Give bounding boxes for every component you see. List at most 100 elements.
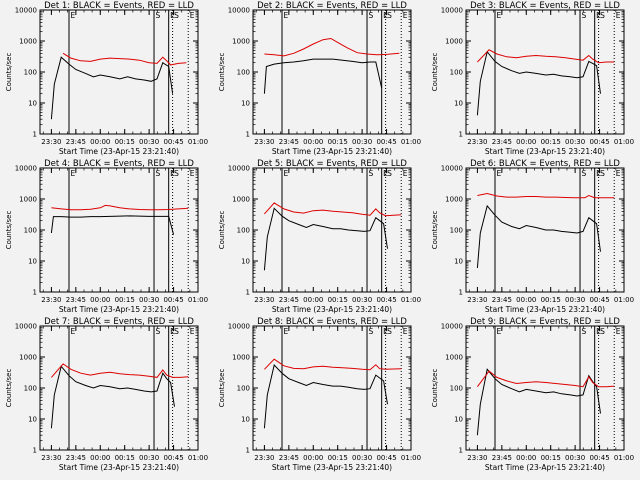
x-tick-label: 23:45 xyxy=(66,138,86,146)
time-marker-label: S xyxy=(387,11,392,20)
time-marker-label: S xyxy=(582,169,587,178)
y-tick-label: 10000 xyxy=(228,7,250,15)
y-tick-label: 1 xyxy=(33,289,37,297)
time-marker-label: E xyxy=(596,11,601,20)
y-tick-label: 1000 xyxy=(19,38,37,46)
chart-title: Det 5: BLACK = Events, RED = LLD xyxy=(257,159,407,169)
chart-title: Det 8: BLACK = Events, RED = LLD xyxy=(257,317,407,327)
lld-series-line xyxy=(477,192,615,199)
chart-panel-3: Det 3: BLACK = Events, RED = LLD 1 10 100 10… xyxy=(431,1,634,156)
x-tick-label: 00:00 xyxy=(303,296,323,304)
y-tick-label: 10 xyxy=(28,416,37,424)
x-tick-label: 00:45 xyxy=(376,454,396,462)
time-marker-label: S xyxy=(600,11,605,20)
x-tick-label: 00:30 xyxy=(565,296,585,304)
chart-panel-6: Det 6: BLACK = Events, RED = LLD 1 10 100 10… xyxy=(431,159,634,314)
events-series-line xyxy=(476,368,601,436)
time-marker-label: S xyxy=(174,11,179,20)
x-tick-label: 00:15 xyxy=(115,454,135,462)
y-tick-label: 1000 xyxy=(445,196,463,204)
x-tick-label: 01:00 xyxy=(188,454,208,462)
plot-frame xyxy=(465,325,625,451)
x-tick-label: 23:45 xyxy=(66,296,86,304)
chart-title: Det 2: BLACK = Events, RED = LLD xyxy=(257,1,407,11)
x-tick-label: 01:00 xyxy=(401,138,421,146)
y-tick-label: 10 xyxy=(28,258,37,266)
x-tick-label: 23:45 xyxy=(492,454,512,462)
x-tick-label: 23:45 xyxy=(66,454,86,462)
chart-title: Det 6: BLACK = Events, RED = LLD xyxy=(470,159,620,169)
x-tick-label: 00:15 xyxy=(328,454,348,462)
y-tick-label: 10000 xyxy=(441,7,463,15)
plot-frame xyxy=(465,9,625,135)
time-marker-label: E xyxy=(70,169,75,178)
plot-frame xyxy=(39,325,199,451)
x-axis-label: Start Time (23-Apr-15 23:21:40) xyxy=(485,463,605,472)
time-marker-label: E xyxy=(283,327,288,336)
y-tick-label: 1000 xyxy=(232,354,250,362)
y-tick-label: 1000 xyxy=(19,196,37,204)
events-series-line xyxy=(50,365,175,429)
y-tick-label: 100 xyxy=(237,385,250,393)
x-tick-label: 00:15 xyxy=(328,138,348,146)
time-marker-label: S xyxy=(600,327,605,336)
time-marker-label: E xyxy=(496,11,501,20)
time-marker-label: E xyxy=(70,327,75,336)
x-tick-label: 01:00 xyxy=(614,454,634,462)
x-axis-label: Start Time (23-Apr-15 23:21:40) xyxy=(59,463,179,472)
y-tick-label: 10000 xyxy=(228,323,250,331)
y-tick-label: 100 xyxy=(237,227,250,235)
x-tick-label: 00:45 xyxy=(376,138,396,146)
time-marker-label: E xyxy=(190,169,195,178)
x-tick-label: 00:45 xyxy=(163,138,183,146)
y-tick-label: 1 xyxy=(459,447,463,455)
time-marker-label: E xyxy=(170,327,175,336)
x-tick-label: 23:30 xyxy=(467,296,487,304)
x-tick-label: 01:00 xyxy=(614,138,634,146)
chart-panel-9: Det 9: BLACK = Events, RED = LLD 1 10 100 10… xyxy=(431,317,634,472)
y-tick-label: 1000 xyxy=(19,354,37,362)
lld-series-line xyxy=(51,204,189,211)
chart-panel-2: Det 2: BLACK = Events, RED = LLD 1 10 100 10… xyxy=(218,1,421,156)
y-tick-label: 10 xyxy=(241,416,250,424)
x-tick-label: 23:45 xyxy=(492,296,512,304)
time-marker-label: S xyxy=(174,169,179,178)
time-marker-label: E xyxy=(70,11,75,20)
x-tick-label: 00:15 xyxy=(541,296,561,304)
time-marker-label: E xyxy=(596,327,601,336)
y-tick-label: 1000 xyxy=(445,38,463,46)
x-tick-label: 00:00 xyxy=(90,296,110,304)
lld-series-line xyxy=(51,363,189,378)
x-tick-label: 00:45 xyxy=(589,454,609,462)
x-tick-label: 00:30 xyxy=(352,138,372,146)
chart-panel-5: Det 5: BLACK = Events, RED = LLD 1 10 100 10… xyxy=(218,159,421,314)
events-series-line xyxy=(50,215,175,235)
time-marker-label: E xyxy=(496,327,501,336)
x-tick-label: 01:00 xyxy=(401,296,421,304)
y-tick-label: 1000 xyxy=(445,354,463,362)
chart-title: Det 1: BLACK = Events, RED = LLD xyxy=(44,1,194,11)
y-tick-label: 10000 xyxy=(441,165,463,173)
time-marker-label: E xyxy=(170,11,175,20)
x-tick-label: 00:00 xyxy=(90,454,110,462)
events-series-line xyxy=(476,50,601,116)
chart-title: Det 3: BLACK = Events, RED = LLD xyxy=(470,1,620,11)
y-tick-label: 100 xyxy=(237,69,250,77)
y-tick-label: 10 xyxy=(241,100,250,108)
y-tick-label: 10000 xyxy=(15,165,37,173)
x-tick-label: 00:15 xyxy=(328,296,348,304)
x-axis-label: Start Time (23-Apr-15 23:21:40) xyxy=(59,147,179,156)
time-marker-label: E xyxy=(283,169,288,178)
x-tick-label: 00:00 xyxy=(516,454,536,462)
x-tick-label: 23:30 xyxy=(467,138,487,146)
time-marker-label: E xyxy=(596,169,601,178)
time-marker-label: S xyxy=(156,11,161,20)
y-tick-label: 10000 xyxy=(228,165,250,173)
x-tick-label: 23:30 xyxy=(467,454,487,462)
time-marker-label: E xyxy=(383,11,388,20)
y-tick-label: 1 xyxy=(33,131,37,139)
chart-title: Det 9: BLACK = Events, RED = LLD xyxy=(470,317,620,327)
y-axis-label: Counts/sec xyxy=(5,211,13,250)
y-axis-label: Counts/sec xyxy=(431,211,439,250)
